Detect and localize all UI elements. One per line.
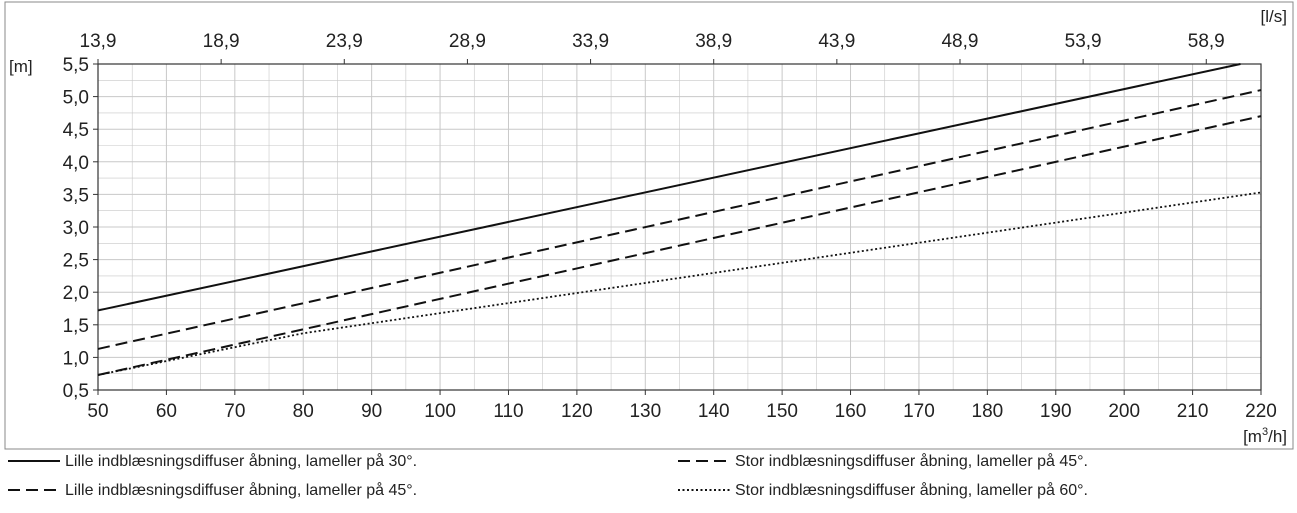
y-tick-label: 4,5 xyxy=(63,120,89,141)
x-tick-label: 190 xyxy=(1040,401,1072,422)
top-tick-label: 23,9 xyxy=(326,31,363,52)
y-tick-label: 5,5 xyxy=(63,55,89,76)
x-tick-label: 70 xyxy=(224,401,245,422)
series-line-1 xyxy=(97,63,1241,312)
top-tick-label: 18,9 xyxy=(203,31,240,52)
x-tick-label: 90 xyxy=(361,401,382,422)
x-axis-unit-label: [m3/h] xyxy=(1243,426,1287,446)
legend-label-3: Stor indblæsningsdiffuser åbning, lamell… xyxy=(735,452,1088,470)
top-tick-label: 28,9 xyxy=(449,31,486,52)
y-tick-label: 1,0 xyxy=(63,348,89,369)
top-axis-unit-label: [l/s] xyxy=(1261,7,1287,26)
x-tick-label: 210 xyxy=(1177,401,1209,422)
x-tick-label: 160 xyxy=(835,401,867,422)
x-tick-label: 80 xyxy=(293,401,314,422)
x-tick-label: 110 xyxy=(493,401,523,422)
series-group xyxy=(97,63,1262,376)
x-tick-label: 200 xyxy=(1108,401,1140,422)
chart-frame xyxy=(4,1,1294,450)
x-tick-label: 130 xyxy=(629,401,661,422)
legend: Lille indblæsningsdiffuser åbning, lamel… xyxy=(8,452,1088,499)
y-tick-label: 4,0 xyxy=(63,153,89,174)
top-tick-label: 53,9 xyxy=(1065,31,1102,52)
top-tick-label: 33,9 xyxy=(572,31,609,52)
tick-labels: 50 60 70 80 90 100 110 120 130 140 150 160 170 180 190… xyxy=(63,31,1277,422)
legend-label-1: Lille indblæsningsdiffuser åbning, lamel… xyxy=(65,452,417,470)
x-tick-label: 60 xyxy=(156,401,177,422)
y-tick-label: 0,5 xyxy=(63,381,89,402)
x-tick-label: 120 xyxy=(561,401,593,422)
series-line-2 xyxy=(97,115,1262,376)
top-tick-label: 38,9 xyxy=(695,31,732,52)
series-line-3 xyxy=(97,89,1262,350)
y-tick-label: 1,5 xyxy=(63,316,89,337)
y-axis-unit-label: [m] xyxy=(9,57,33,76)
x-tick-label: 100 xyxy=(424,401,456,422)
x-tick-label: 170 xyxy=(903,401,935,422)
top-tick-label: 58,9 xyxy=(1188,31,1225,52)
x-tick-label: 220 xyxy=(1245,401,1277,422)
grid xyxy=(97,63,1262,391)
x-tick-label: 50 xyxy=(87,401,108,422)
y-tick-label: 3,5 xyxy=(63,185,89,206)
y-tick-label: 2,0 xyxy=(63,283,89,304)
top-tick-label: 48,9 xyxy=(941,31,978,52)
top-tick-label: 43,9 xyxy=(818,31,855,52)
y-tick-label: 3,0 xyxy=(63,218,89,239)
legend-label-4: Stor indblæsningsdiffuser åbning, lamell… xyxy=(735,481,1088,499)
x-tick-label: 140 xyxy=(698,401,730,422)
x-tick-label: 150 xyxy=(766,401,798,422)
axes xyxy=(93,59,1262,395)
top-tick-label: 13,9 xyxy=(80,31,117,52)
y-tick-label: 2,5 xyxy=(63,251,89,272)
y-tick-label: 5,0 xyxy=(63,88,89,109)
legend-label-2: Lille indblæsningsdiffuser åbning, lamel… xyxy=(65,481,417,499)
x-tick-label: 180 xyxy=(972,401,1004,422)
